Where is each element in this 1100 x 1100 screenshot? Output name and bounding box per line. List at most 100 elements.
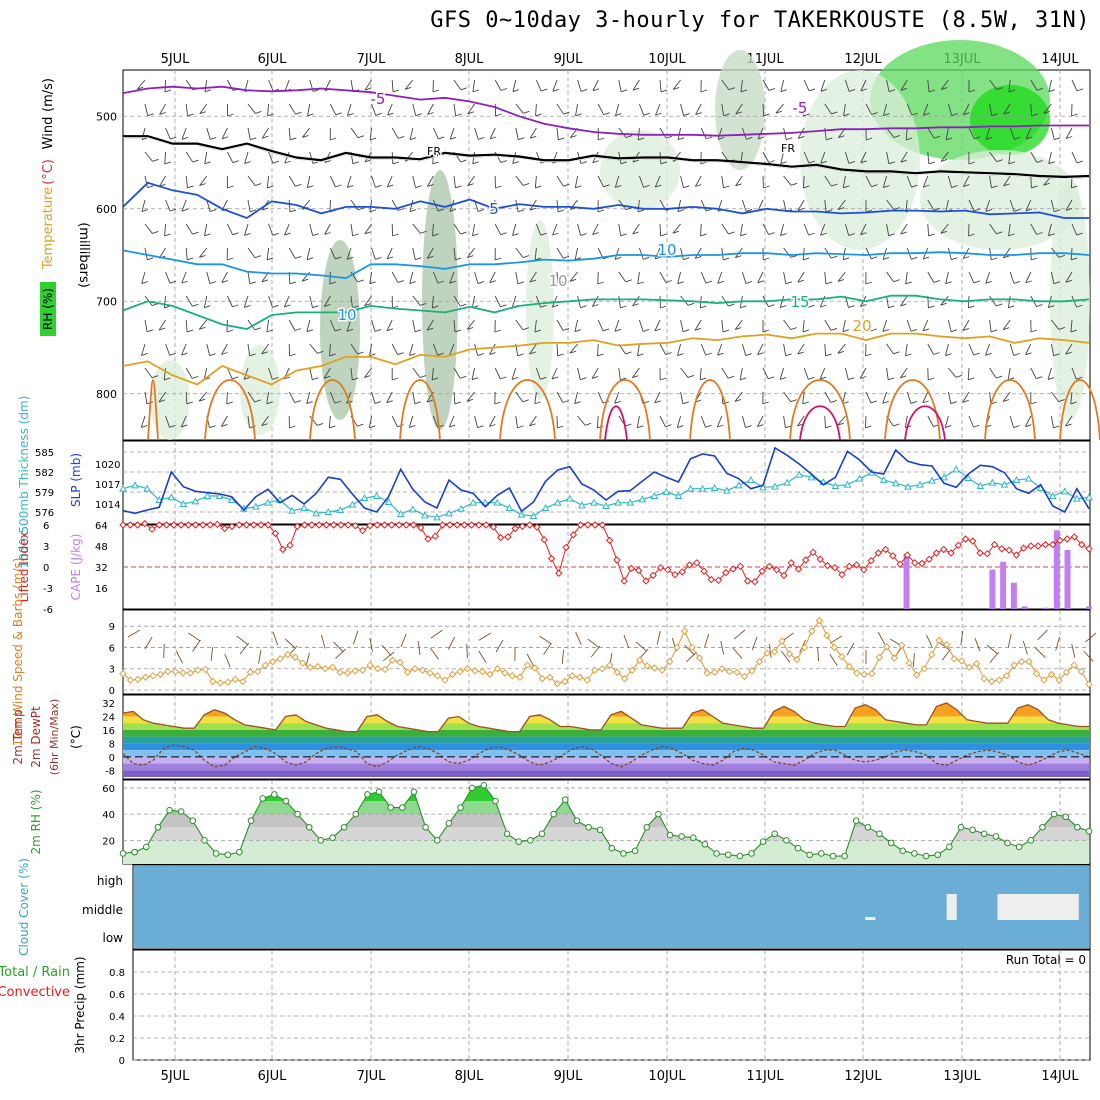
rh-point — [503, 830, 511, 838]
wind-barb — [288, 247, 296, 259]
wind-barb — [247, 103, 256, 114]
wind-barb — [232, 304, 239, 308]
lifted-index-point — [874, 549, 883, 557]
wind-barb — [488, 415, 496, 427]
lifted-index-point — [250, 521, 258, 529]
wind-barb — [762, 103, 765, 117]
wind-barb — [615, 185, 622, 188]
wind-barb — [614, 319, 620, 332]
thickness-point — [1073, 494, 1081, 502]
wind-barb — [660, 377, 667, 381]
rh-point — [608, 844, 616, 852]
wind-barb — [159, 175, 166, 187]
wind-barb — [631, 367, 640, 378]
wind-barb — [922, 319, 929, 332]
lifted-index-point — [1034, 542, 1042, 550]
wind-barb — [243, 376, 251, 380]
wind-barb — [204, 151, 208, 164]
wind-barb — [494, 223, 502, 235]
rh-point — [666, 831, 674, 839]
wind-barb — [1003, 255, 1010, 259]
wind-barb — [206, 343, 211, 356]
wind-barb — [775, 103, 784, 114]
wind-barb — [136, 79, 146, 90]
wind-speed-point — [269, 657, 277, 666]
wind-barb — [700, 233, 707, 237]
wind-barb — [893, 423, 900, 427]
wind-barb — [144, 367, 153, 378]
wind-barb — [415, 113, 422, 117]
wind-barb — [780, 79, 785, 92]
rh-point — [561, 796, 569, 804]
thickness-point — [179, 499, 188, 507]
wind-barb — [791, 182, 798, 186]
wind-barb — [838, 207, 845, 211]
wind-barb — [386, 391, 393, 403]
wind-barb — [432, 161, 439, 165]
wind-barb — [426, 247, 434, 259]
rh-point — [422, 823, 429, 831]
wind-barb — [369, 353, 376, 357]
lifted-index-point — [380, 521, 389, 529]
wind-barb — [387, 184, 394, 188]
wind-barb — [268, 223, 274, 236]
wind-barb — [391, 271, 399, 283]
wind-barb — [1008, 161, 1015, 165]
wind-barb — [563, 111, 570, 115]
wind-barb — [886, 223, 890, 236]
wind-barb — [232, 232, 239, 236]
wind-barb — [860, 232, 867, 236]
wind-barb — [705, 424, 712, 428]
wind-barb — [511, 376, 519, 380]
wind-barb — [831, 183, 838, 187]
wind-barb — [618, 367, 621, 380]
wind-barb — [417, 640, 421, 655]
wind-barb — [409, 199, 414, 212]
lifted-index-point — [155, 521, 164, 529]
wind-barb — [453, 103, 457, 116]
wind-barb — [247, 127, 251, 140]
wind-barb — [940, 302, 947, 306]
wind-barb — [449, 127, 455, 140]
wind-barb — [188, 632, 201, 642]
wind-barb — [682, 401, 690, 405]
wind-speed-point — [381, 665, 389, 674]
wind-barb — [683, 113, 690, 117]
wind-barb — [933, 352, 940, 355]
wind-barb — [740, 89, 748, 93]
wind-barb — [187, 257, 194, 261]
wind-barb — [870, 400, 878, 404]
thickness-point — [1024, 474, 1033, 482]
rh-point — [1039, 823, 1046, 831]
wind-barb — [659, 79, 662, 92]
wind-barb — [1014, 136, 1021, 140]
wind-barb — [938, 641, 951, 651]
wind-barb — [386, 328, 394, 332]
wind-speed-point — [1040, 676, 1048, 684]
lifted-index-point — [889, 552, 897, 560]
rh-point — [1074, 823, 1081, 831]
lifted-index-point — [823, 561, 832, 570]
lifted-index-point — [838, 570, 846, 579]
lifted-index-point — [780, 571, 788, 580]
wind-barb — [466, 391, 475, 402]
wind-barb — [329, 391, 336, 404]
date-label-bottom: 9JUL — [554, 1069, 584, 1084]
lifted-index-point — [998, 545, 1006, 553]
wind-barb — [302, 127, 311, 138]
rh-point — [980, 830, 988, 838]
wind-barb — [1053, 353, 1060, 357]
thickness-point — [626, 498, 634, 506]
wind-barb — [1009, 271, 1015, 284]
wind-barb — [687, 375, 695, 378]
wind-barb — [768, 376, 775, 380]
wind-barb — [210, 646, 214, 661]
wind-barb — [181, 424, 188, 428]
wind-barb — [717, 424, 724, 428]
thickness-point — [1048, 491, 1057, 499]
date-label-top: 11JUL — [746, 52, 784, 67]
wind-barb — [438, 136, 445, 140]
wind-barb — [860, 88, 868, 92]
wind-barb — [329, 343, 331, 357]
thickness-point — [807, 473, 816, 481]
